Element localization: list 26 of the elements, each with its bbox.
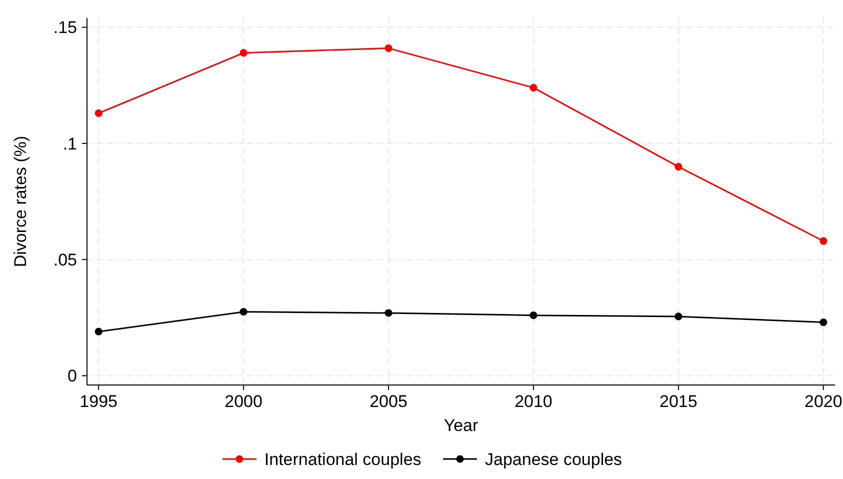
- point: [384, 309, 392, 317]
- point: [530, 84, 538, 92]
- point: [674, 162, 682, 170]
- point: [240, 49, 248, 57]
- y-tick-label: .05: [53, 250, 77, 270]
- legend-label: International couples: [264, 450, 422, 469]
- x-tick-label: 2010: [514, 392, 552, 411]
- y-tick-label: .1: [62, 134, 77, 154]
- point: [94, 109, 102, 118]
- point: [384, 44, 392, 52]
- x-tick-label: 2000: [224, 392, 262, 411]
- y-tick-label: .15: [53, 18, 77, 38]
- point: [240, 308, 248, 316]
- point: [820, 237, 828, 245]
- point: [94, 328, 102, 336]
- point: [674, 312, 682, 320]
- x-tick-label: 2020: [804, 392, 842, 411]
- x-axis-title: Year: [444, 416, 479, 435]
- x-tick-label: 1995: [80, 392, 118, 411]
- x-tick-label: 2005: [370, 392, 408, 411]
- x-tick-label: 2015: [660, 392, 698, 411]
- legend-label: Japanese couples: [485, 450, 622, 469]
- point: [820, 318, 828, 326]
- y-tick-label: 0: [68, 366, 77, 386]
- y-axis-title: Divorce rates (%): [11, 136, 30, 268]
- point: [530, 312, 538, 320]
